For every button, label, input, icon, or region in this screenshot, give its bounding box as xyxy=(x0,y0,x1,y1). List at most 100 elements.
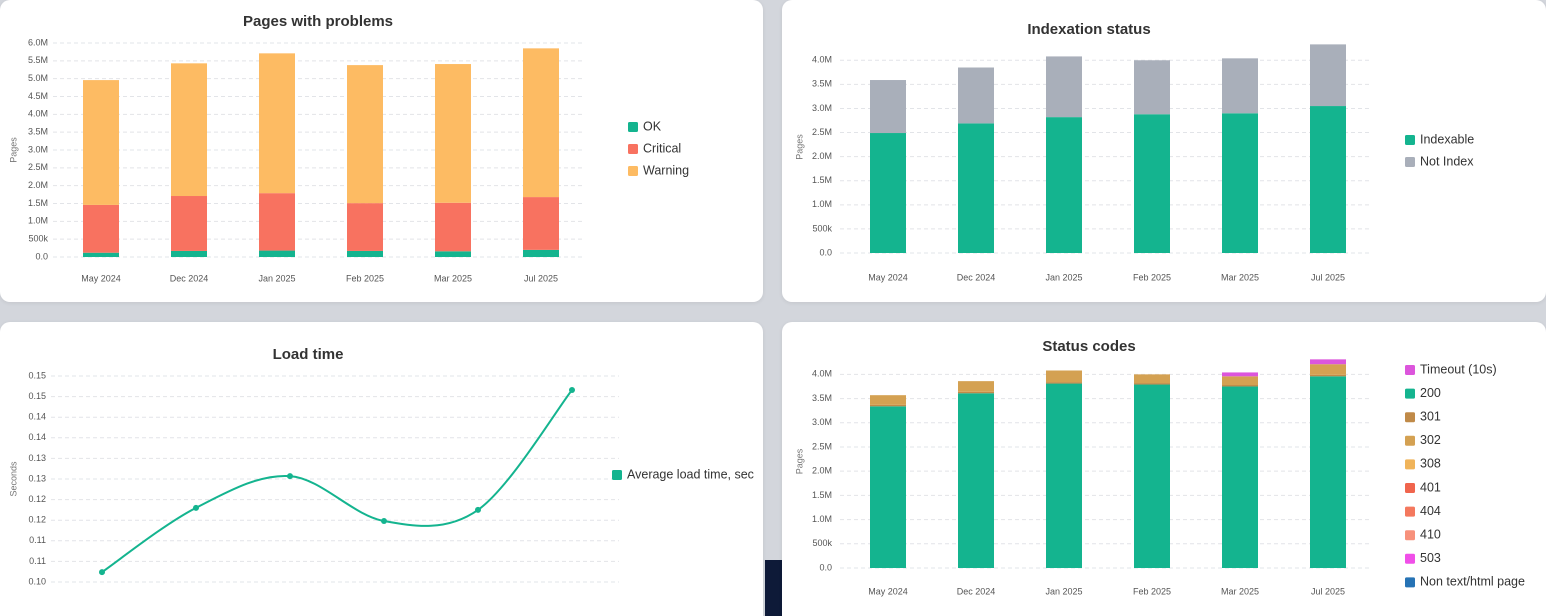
x-tick-label: Mar 2025 xyxy=(434,273,472,283)
legend-label: 308 xyxy=(1420,457,1441,471)
y-tick-label: 500k xyxy=(812,223,832,233)
y-tick-label: 4.0M xyxy=(812,369,832,379)
y-tick-label: 0.15 xyxy=(28,370,46,380)
legend-swatch xyxy=(628,166,638,176)
y-tick-label: 2.0M xyxy=(28,180,48,190)
bar-segment xyxy=(870,404,906,407)
bar-segment xyxy=(435,251,471,257)
y-tick-label: 1.0M xyxy=(28,216,48,226)
bar-segment xyxy=(958,391,994,394)
legend-swatch xyxy=(1405,459,1415,470)
bar-segment xyxy=(1222,386,1258,568)
x-tick-label: Feb 2025 xyxy=(1133,272,1171,282)
y-tick-label: 2.5M xyxy=(812,127,832,137)
y-tick-label: 1.0M xyxy=(812,199,832,209)
bar-segment xyxy=(1134,374,1170,384)
legend-swatch xyxy=(1405,135,1415,145)
bar-segment xyxy=(1310,374,1346,377)
chart: Indexation status Pages 0.0 500k 1.0M 1.5M 2.0… xyxy=(794,21,1474,282)
y-tick-label: 4.5M xyxy=(28,91,48,101)
legend-label: 301 xyxy=(1420,409,1441,423)
y-tick-label: 2.0M xyxy=(812,466,832,476)
point xyxy=(99,569,105,576)
y-tick-label: 1.5M xyxy=(28,198,48,208)
bar-segment xyxy=(523,249,559,257)
legend-label: 302 xyxy=(1420,433,1441,447)
y-tick-label: 1.0M xyxy=(812,514,832,524)
bar-segment xyxy=(1046,56,1082,118)
bar-segment xyxy=(870,395,906,405)
x-tick-label: Dec 2024 xyxy=(170,273,209,283)
bar-segment xyxy=(1310,44,1346,107)
x-tick-label: Jan 2025 xyxy=(1045,586,1082,596)
bar-segment xyxy=(1046,383,1082,568)
y-tick-label: 3.0M xyxy=(28,144,48,154)
chart-title: Indexation status xyxy=(1027,21,1150,38)
legend-swatch xyxy=(1405,530,1415,541)
y-tick-label: 2.5M xyxy=(812,441,832,451)
background-panel xyxy=(765,560,782,616)
bar-segment xyxy=(259,250,295,257)
legend-label: 410 xyxy=(1420,527,1441,541)
legend-label: Average load time, sec xyxy=(627,467,754,481)
bar-segment xyxy=(171,250,207,257)
legend-label: 404 xyxy=(1420,504,1441,518)
y-tick-label: 0.0 xyxy=(819,562,832,572)
y-tick-label: 500k xyxy=(812,538,832,548)
x-tick-label: Jul 2025 xyxy=(1311,272,1345,282)
chart: Pages with problems Pages 0.0 500k 1.0M 1.5M 2… xyxy=(8,13,689,283)
y-tick-label: 0.0 xyxy=(819,247,832,257)
bar-segment xyxy=(870,133,906,253)
x-tick-label: Mar 2025 xyxy=(1221,586,1259,596)
y-tick-label: 3.5M xyxy=(812,393,832,403)
bar-segment xyxy=(347,203,383,251)
chart-card: Status codes Pages 0.0 500k 1.0M 1.5M 2.0M 2.5M… xyxy=(782,322,1546,616)
x-tick-label: Jul 2025 xyxy=(1311,586,1345,596)
line xyxy=(101,389,573,573)
y-tick-label: 4.0M xyxy=(812,55,832,65)
point xyxy=(569,387,575,394)
y-axis-title: Seconds xyxy=(8,461,18,497)
bar-segment xyxy=(259,53,295,194)
x-tick-label: Jul 2025 xyxy=(524,273,558,283)
bar-segment xyxy=(347,250,383,257)
legend-label: Indexable xyxy=(1420,132,1474,146)
x-tick-label: Jan 2025 xyxy=(258,273,295,283)
legend-label: Non text/html page xyxy=(1420,575,1525,589)
chart: Status codes Pages 0.0 500k 1.0M 1.5M 2.0M 2.5M… xyxy=(794,338,1525,596)
bar-segment xyxy=(435,64,471,203)
chart-card: Pages with problems Pages 0.0 500k 1.0M 1.5M 2… xyxy=(0,0,763,302)
y-axis-title: Pages xyxy=(794,134,804,160)
legend-label: Not Index xyxy=(1420,154,1474,168)
y-tick-label: 0.15 xyxy=(28,391,46,401)
y-tick-label: 3.0M xyxy=(812,103,832,113)
bar-segment xyxy=(1310,364,1346,375)
y-tick-label: 4.0M xyxy=(28,109,48,119)
bar-segment xyxy=(1222,113,1258,253)
legend-label: 401 xyxy=(1420,480,1441,494)
y-tick-label: 1.5M xyxy=(812,175,832,185)
y-tick-label: 0.11 xyxy=(29,535,46,545)
bar-segment xyxy=(347,65,383,204)
y-tick-label: 0.14 xyxy=(28,432,46,442)
y-tick-label: 0.14 xyxy=(28,412,46,422)
x-tick-label: Dec 2024 xyxy=(957,586,996,596)
bar-segment xyxy=(870,80,906,134)
x-tick-label: May 2024 xyxy=(868,272,908,282)
bar-segment xyxy=(1222,376,1258,386)
legend-swatch xyxy=(1405,412,1415,423)
legend-swatch xyxy=(1405,483,1415,493)
y-tick-label: 500k xyxy=(28,234,48,244)
y-tick-label: 3.5M xyxy=(812,79,832,89)
bar-segment xyxy=(958,67,994,124)
legend-swatch xyxy=(628,122,638,132)
bar-segment xyxy=(83,252,119,257)
point xyxy=(475,506,481,513)
x-tick-label: Dec 2024 xyxy=(957,272,996,282)
legend-swatch xyxy=(1405,388,1415,399)
legend-swatch xyxy=(1405,577,1415,588)
y-tick-label: 2.0M xyxy=(812,151,832,161)
y-tick-label: 1.5M xyxy=(812,490,832,500)
bar-segment xyxy=(171,63,207,197)
